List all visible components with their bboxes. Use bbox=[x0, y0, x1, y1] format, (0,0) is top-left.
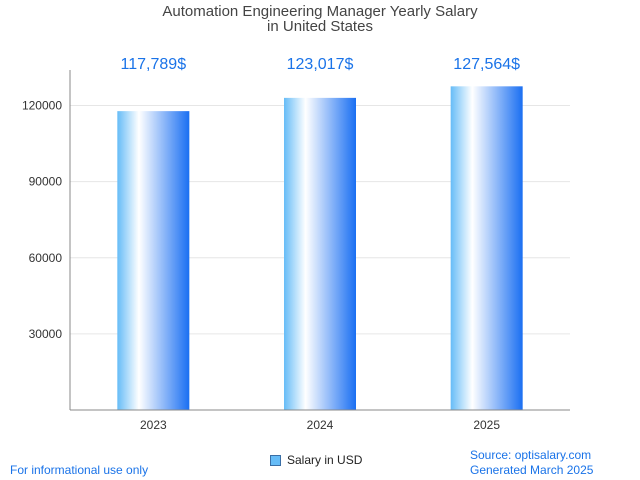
value-label: 123,017$ bbox=[287, 56, 354, 73]
x-tick-label: 2025 bbox=[473, 418, 500, 432]
source-text: Source: optisalary.com bbox=[470, 448, 592, 462]
legend-label: Salary in USD bbox=[287, 453, 363, 467]
x-tick-label: 2023 bbox=[140, 418, 167, 432]
y-tick-label: 30000 bbox=[29, 327, 63, 341]
y-tick-label: 60000 bbox=[29, 251, 63, 265]
source-info: Source: optisalary.com Generated March 2… bbox=[470, 448, 593, 478]
value-label: 127,564$ bbox=[453, 56, 520, 73]
x-tick-label: 2024 bbox=[307, 418, 334, 432]
y-tick-label: 120000 bbox=[22, 99, 62, 113]
chart-title-line-1: Automation Engineering Manager Yearly Sa… bbox=[162, 3, 478, 20]
y-tick-label: 90000 bbox=[29, 175, 63, 189]
chart-title: Automation Engineering Manager Yearly Sa… bbox=[0, 4, 640, 34]
legend-swatch bbox=[270, 454, 281, 466]
generated-date-text: Generated March 2025 bbox=[470, 463, 594, 477]
value-label: 117,789$ bbox=[121, 56, 187, 73]
chart-legend: Salary in USD bbox=[270, 453, 362, 467]
bar bbox=[284, 97, 356, 411]
disclaimer-text: For informational use only bbox=[10, 463, 149, 477]
chart-title-line-2: in United States bbox=[267, 18, 373, 35]
bar bbox=[450, 86, 523, 411]
bar bbox=[117, 111, 190, 410]
